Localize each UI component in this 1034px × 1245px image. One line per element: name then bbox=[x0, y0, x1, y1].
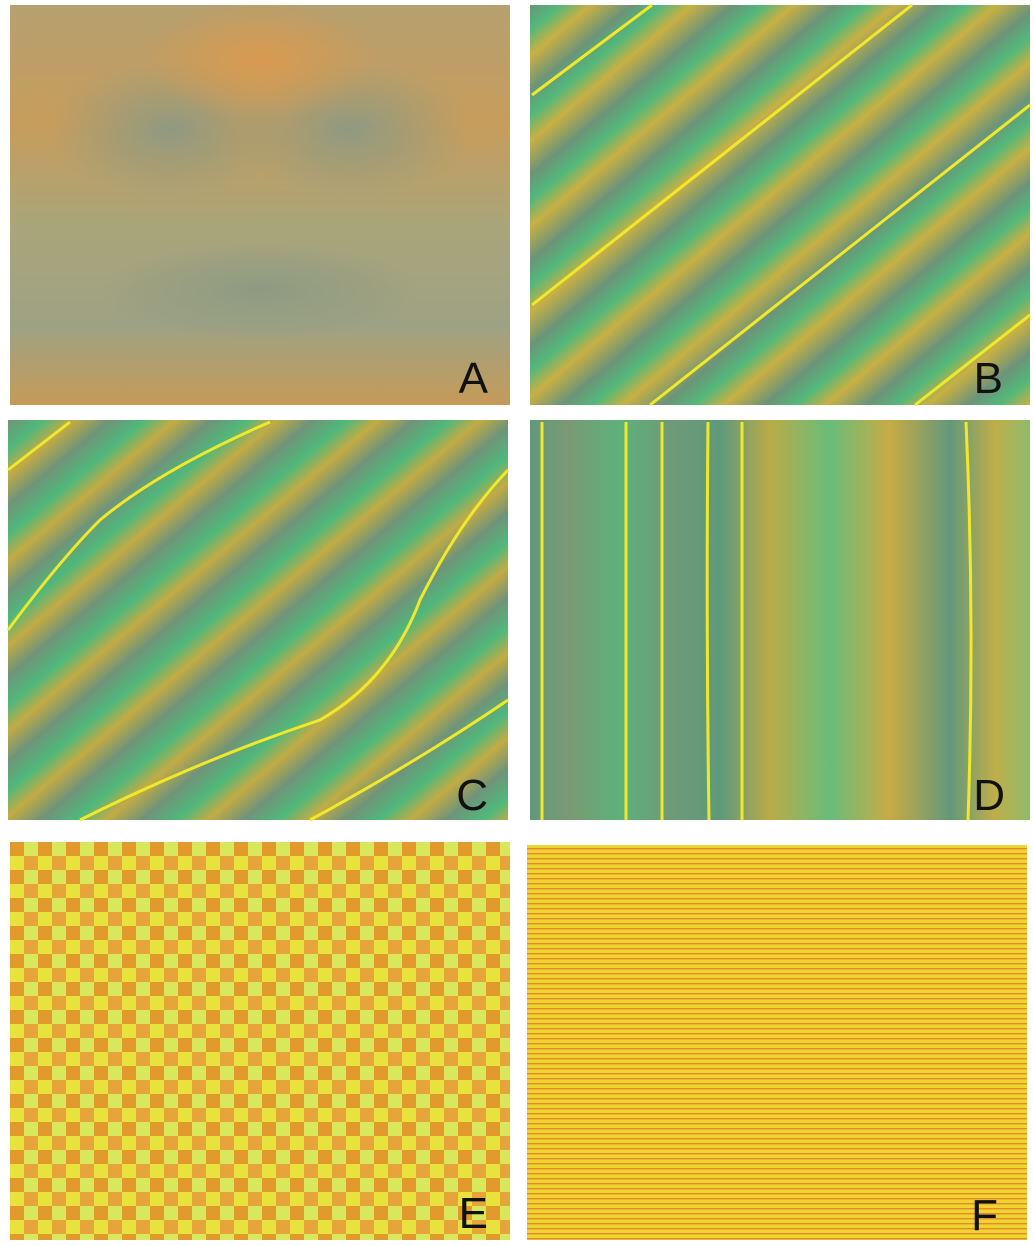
blob bbox=[140, 0, 380, 120]
panel-label: F bbox=[971, 1191, 998, 1240]
blob bbox=[100, 240, 420, 340]
panel-e: E bbox=[10, 842, 510, 1240]
panel-label: E bbox=[459, 1189, 488, 1238]
panel-label: A bbox=[459, 354, 489, 403]
panel-b-image bbox=[530, 5, 1030, 405]
panel-label: C bbox=[456, 771, 488, 820]
panel-label: B bbox=[974, 354, 1003, 403]
panel-f: F bbox=[527, 845, 1027, 1240]
page: {"panels": [{"label": "A"}, {"label": "B… bbox=[0, 0, 1034, 1245]
panel-label: D bbox=[973, 771, 1005, 820]
panel-d-image bbox=[530, 420, 1030, 820]
panel-f-image bbox=[527, 845, 1027, 1240]
panel-a: A bbox=[10, 0, 510, 405]
panel-b: B bbox=[530, 5, 1030, 405]
panel-c-image bbox=[8, 420, 508, 820]
panel-d: D bbox=[530, 420, 1030, 820]
panel-c: C bbox=[8, 420, 508, 820]
figure: A B C D E F bbox=[0, 0, 1034, 1245]
panel-e-image bbox=[10, 842, 510, 1240]
